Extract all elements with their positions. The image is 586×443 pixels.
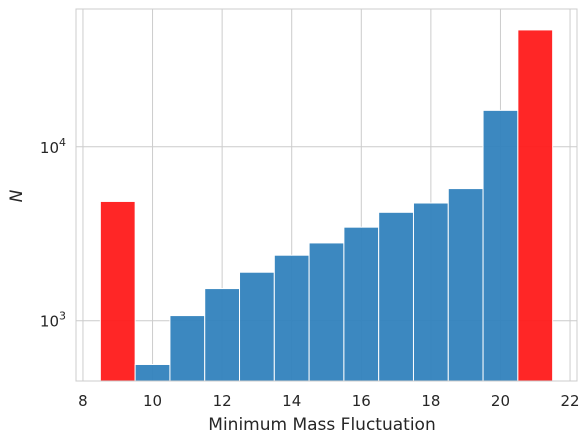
- x-tick-label: 18: [421, 392, 440, 410]
- histogram-bar: [517, 29, 554, 382]
- histogram-bar: [343, 226, 380, 382]
- x-tick-label: 10: [143, 392, 162, 410]
- histogram-bar: [239, 271, 275, 382]
- y-tick-label: 104: [40, 136, 66, 157]
- x-tick-label: 20: [491, 392, 510, 410]
- histogram-bar: [134, 363, 171, 382]
- x-tick-label: 16: [352, 392, 371, 410]
- x-tick-label: 12: [213, 392, 232, 410]
- x-tick-label: 14: [282, 392, 301, 410]
- histogram-bar: [273, 254, 310, 382]
- y-tick-labels: 103 104: [40, 136, 66, 331]
- histogram-bar: [169, 315, 206, 382]
- histogram-bar: [447, 188, 484, 382]
- x-axis-label: Minimum Mass Fluctuation: [208, 415, 435, 435]
- x-tick-labels: 8 10 12 14 16 18 20 22: [78, 392, 579, 410]
- histogram-bar: [308, 242, 345, 382]
- histogram-bar: [99, 200, 136, 382]
- x-tick-label: 8: [78, 392, 88, 410]
- histogram-bar: [482, 109, 519, 382]
- histogram-bar: [412, 202, 449, 382]
- histogram-bar: [204, 288, 241, 382]
- histogram-bar: [378, 211, 414, 382]
- plot-frame: [75, 8, 578, 382]
- x-tick-label: 22: [560, 392, 579, 410]
- y-tick-label: 103: [40, 310, 66, 331]
- histogram-bars: [99, 29, 554, 382]
- y-axis-label: N: [7, 189, 27, 202]
